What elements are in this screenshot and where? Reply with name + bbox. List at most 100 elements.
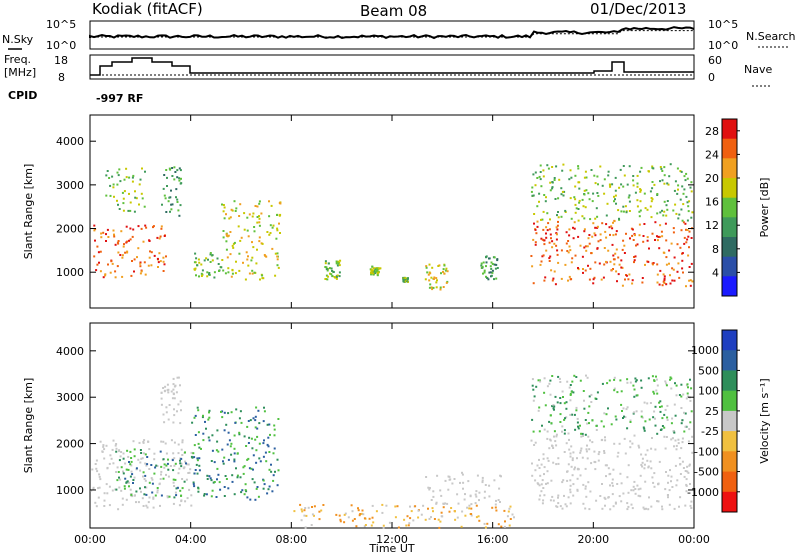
range-cell xyxy=(584,170,587,173)
range-cell xyxy=(372,272,374,275)
range-cell xyxy=(250,437,253,440)
range-cell xyxy=(647,377,650,380)
range-cell xyxy=(614,194,617,197)
range-cell xyxy=(542,169,545,172)
range-cell xyxy=(659,224,662,227)
range-cell xyxy=(660,405,663,408)
range-cell xyxy=(682,192,685,195)
range-cell xyxy=(376,271,379,274)
range-cell xyxy=(208,273,210,276)
range-cell xyxy=(573,227,576,230)
range-cell xyxy=(638,210,641,213)
range-cell xyxy=(338,271,341,274)
range-cell xyxy=(555,435,558,438)
scatter-region xyxy=(105,167,146,213)
range-cell xyxy=(253,481,256,484)
range-cell xyxy=(486,276,489,279)
range-cell xyxy=(542,487,545,489)
range-cell xyxy=(534,469,537,472)
range-cell xyxy=(588,405,591,408)
range-cell xyxy=(620,500,623,503)
range-cell xyxy=(674,180,677,183)
range-cell xyxy=(106,467,109,470)
range-cell xyxy=(686,177,689,180)
range-cell xyxy=(682,203,685,206)
range-cell xyxy=(143,478,146,480)
range-cell xyxy=(565,416,568,419)
range-cell xyxy=(483,490,486,493)
range-cell xyxy=(687,471,690,474)
range-cell xyxy=(641,465,644,468)
colorbar-label: Power [dB] xyxy=(758,178,771,238)
range-cell xyxy=(164,385,167,388)
range-cell xyxy=(153,472,156,475)
range-cell xyxy=(651,187,654,190)
range-cell xyxy=(639,474,642,477)
range-cell xyxy=(593,450,596,453)
range-cell xyxy=(530,439,533,442)
range-cell xyxy=(647,170,650,173)
range-cell xyxy=(374,272,377,275)
range-cell xyxy=(267,445,270,448)
range-cell xyxy=(561,425,564,428)
range-cell xyxy=(575,376,578,378)
range-cell xyxy=(531,462,533,465)
range-cell xyxy=(157,261,160,264)
range-cell xyxy=(689,279,692,282)
range-cell xyxy=(490,267,493,270)
range-cell xyxy=(141,497,144,500)
range-cell xyxy=(173,457,176,460)
range-cell xyxy=(588,508,591,511)
range-cell xyxy=(688,230,691,233)
range-cell xyxy=(612,268,614,270)
range-cell xyxy=(556,214,558,217)
range-cell xyxy=(567,432,570,435)
range-cell xyxy=(563,432,566,435)
range-cell xyxy=(103,448,106,451)
range-cell xyxy=(179,462,182,465)
range-cell xyxy=(428,517,431,520)
range-cell xyxy=(691,211,694,214)
range-cell xyxy=(150,477,153,480)
range-cell xyxy=(636,199,639,202)
range-cell xyxy=(134,196,137,199)
range-cell xyxy=(497,499,500,501)
range-cell xyxy=(633,434,636,437)
range-cell xyxy=(168,495,171,498)
range-cell xyxy=(129,475,132,478)
range-cell xyxy=(685,172,688,175)
range-cell xyxy=(546,164,549,167)
range-cell xyxy=(206,478,209,480)
freq-label: Freq. xyxy=(4,53,31,66)
range-cell xyxy=(555,165,558,168)
range-cell xyxy=(652,481,655,484)
scatter-region xyxy=(160,376,182,425)
range-cell xyxy=(584,485,587,488)
range-cell xyxy=(545,236,548,239)
range-cell xyxy=(622,407,625,410)
range-cell xyxy=(551,375,554,377)
range-cell xyxy=(103,457,106,460)
range-cell xyxy=(432,510,434,513)
range-cell xyxy=(231,474,234,477)
range-cell xyxy=(227,431,230,434)
range-cell xyxy=(571,459,574,462)
range-cell xyxy=(371,504,374,507)
range-cell xyxy=(661,417,664,420)
range-cell xyxy=(445,267,448,270)
range-cell xyxy=(561,507,564,510)
range-cell xyxy=(620,259,623,262)
range-cell xyxy=(614,176,617,179)
range-cell xyxy=(258,240,261,243)
range-cell xyxy=(611,484,614,487)
range-cell xyxy=(574,174,577,177)
range-cell xyxy=(688,200,691,203)
range-cell xyxy=(647,508,650,511)
range-cell xyxy=(144,224,147,227)
range-cell xyxy=(396,505,399,508)
range-cell xyxy=(499,474,502,477)
range-cell xyxy=(271,226,274,229)
range-cell xyxy=(207,418,210,421)
range-cell xyxy=(146,456,149,458)
range-cell xyxy=(180,462,183,465)
